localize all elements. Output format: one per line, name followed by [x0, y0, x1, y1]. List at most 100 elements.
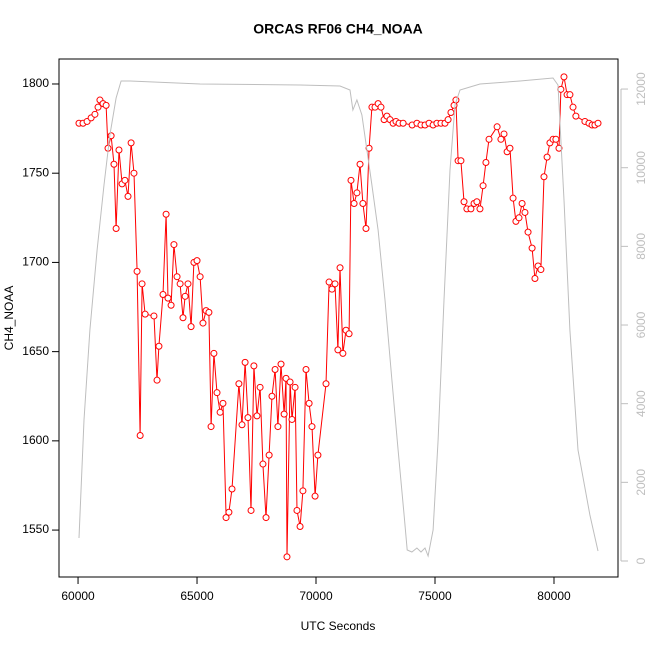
data-point	[216, 408, 224, 416]
data-point	[262, 514, 270, 522]
data-point	[184, 280, 192, 288]
data-point	[228, 485, 236, 493]
data-point	[176, 280, 184, 288]
data-point	[173, 273, 181, 281]
data-point	[444, 116, 452, 124]
data-point	[288, 415, 296, 423]
y2-tick-label: 4000	[634, 390, 648, 417]
data-point	[552, 135, 560, 143]
data-point	[150, 312, 158, 320]
data-point	[331, 280, 339, 288]
data-point	[493, 123, 501, 131]
data-point	[286, 378, 294, 386]
data-point	[274, 423, 282, 431]
data-point	[222, 514, 230, 522]
data-point	[124, 192, 132, 200]
data-point	[219, 399, 227, 407]
data-point	[277, 360, 285, 368]
data-point	[566, 91, 574, 99]
data-point	[521, 208, 529, 216]
data-point	[479, 182, 487, 190]
y-tick-label: 1600	[22, 433, 49, 447]
data-point	[291, 383, 299, 391]
data-point	[293, 506, 301, 514]
y-tick-label: 1650	[22, 344, 49, 358]
data-point	[199, 319, 207, 327]
data-point	[537, 266, 545, 274]
data-point	[325, 278, 333, 286]
data-point	[196, 273, 204, 281]
data-point	[540, 173, 548, 181]
data-point	[141, 310, 149, 318]
x-tick-label: 75000	[418, 589, 452, 603]
data-point	[531, 274, 539, 282]
x-tick-label: 65000	[180, 589, 214, 603]
data-point	[543, 153, 551, 161]
data-point	[247, 506, 255, 514]
data-point	[476, 205, 484, 213]
data-point	[181, 292, 189, 300]
data-point	[102, 101, 110, 109]
data-point	[167, 301, 175, 309]
data-point	[94, 103, 102, 111]
data-point	[259, 460, 267, 468]
data-point	[311, 492, 319, 500]
data-point	[359, 200, 367, 208]
data-point	[238, 421, 246, 429]
data-point	[336, 264, 344, 272]
data-point	[399, 119, 407, 127]
x-tick-label: 70000	[299, 589, 333, 603]
data-point	[110, 160, 118, 168]
data-point	[112, 225, 120, 233]
data-point	[268, 392, 276, 400]
y2-tick-label: 8000	[634, 233, 648, 260]
data-point	[115, 146, 123, 154]
data-point	[253, 412, 261, 420]
data-point	[377, 103, 385, 111]
data-point	[179, 314, 187, 322]
data-point	[497, 135, 505, 143]
data-point	[205, 308, 213, 316]
data-point	[265, 451, 273, 459]
data-point	[460, 198, 468, 206]
data-point	[500, 130, 508, 138]
y2-tick-label: 12000	[634, 72, 648, 106]
series-line	[78, 77, 599, 558]
data-point	[334, 346, 342, 354]
data-point	[515, 214, 523, 222]
data-point	[302, 365, 310, 373]
data-point	[328, 285, 336, 293]
x-tick-label: 60000	[61, 589, 95, 603]
data-point	[308, 423, 316, 431]
data-point	[193, 257, 201, 265]
data-point	[473, 198, 481, 206]
data-point	[350, 200, 358, 208]
data-point	[121, 176, 129, 184]
data-point	[524, 228, 532, 236]
data-point	[107, 132, 115, 140]
data-point	[314, 451, 322, 459]
x-axis-label: UTC Seconds	[301, 619, 376, 633]
data-point	[299, 487, 307, 495]
data-point	[572, 112, 580, 120]
data-point	[170, 241, 178, 249]
data-point	[138, 280, 146, 288]
data-point	[210, 349, 218, 357]
y-axis-label: CH4_NOAA	[2, 286, 16, 351]
data-point	[467, 205, 475, 213]
y2-tick-label: 2000	[634, 469, 648, 496]
data-point	[130, 169, 138, 177]
data-point	[322, 380, 330, 388]
data-point	[518, 200, 526, 208]
data-point	[136, 432, 144, 440]
data-point	[506, 144, 514, 152]
y-tick-label: 1800	[22, 76, 49, 90]
data-point	[162, 210, 170, 218]
data-point	[225, 508, 233, 516]
chart-title: ORCAS RF06 CH4_NOAA	[253, 21, 423, 37]
data-point	[159, 291, 167, 299]
y2-tick-label: 6000	[634, 311, 648, 338]
